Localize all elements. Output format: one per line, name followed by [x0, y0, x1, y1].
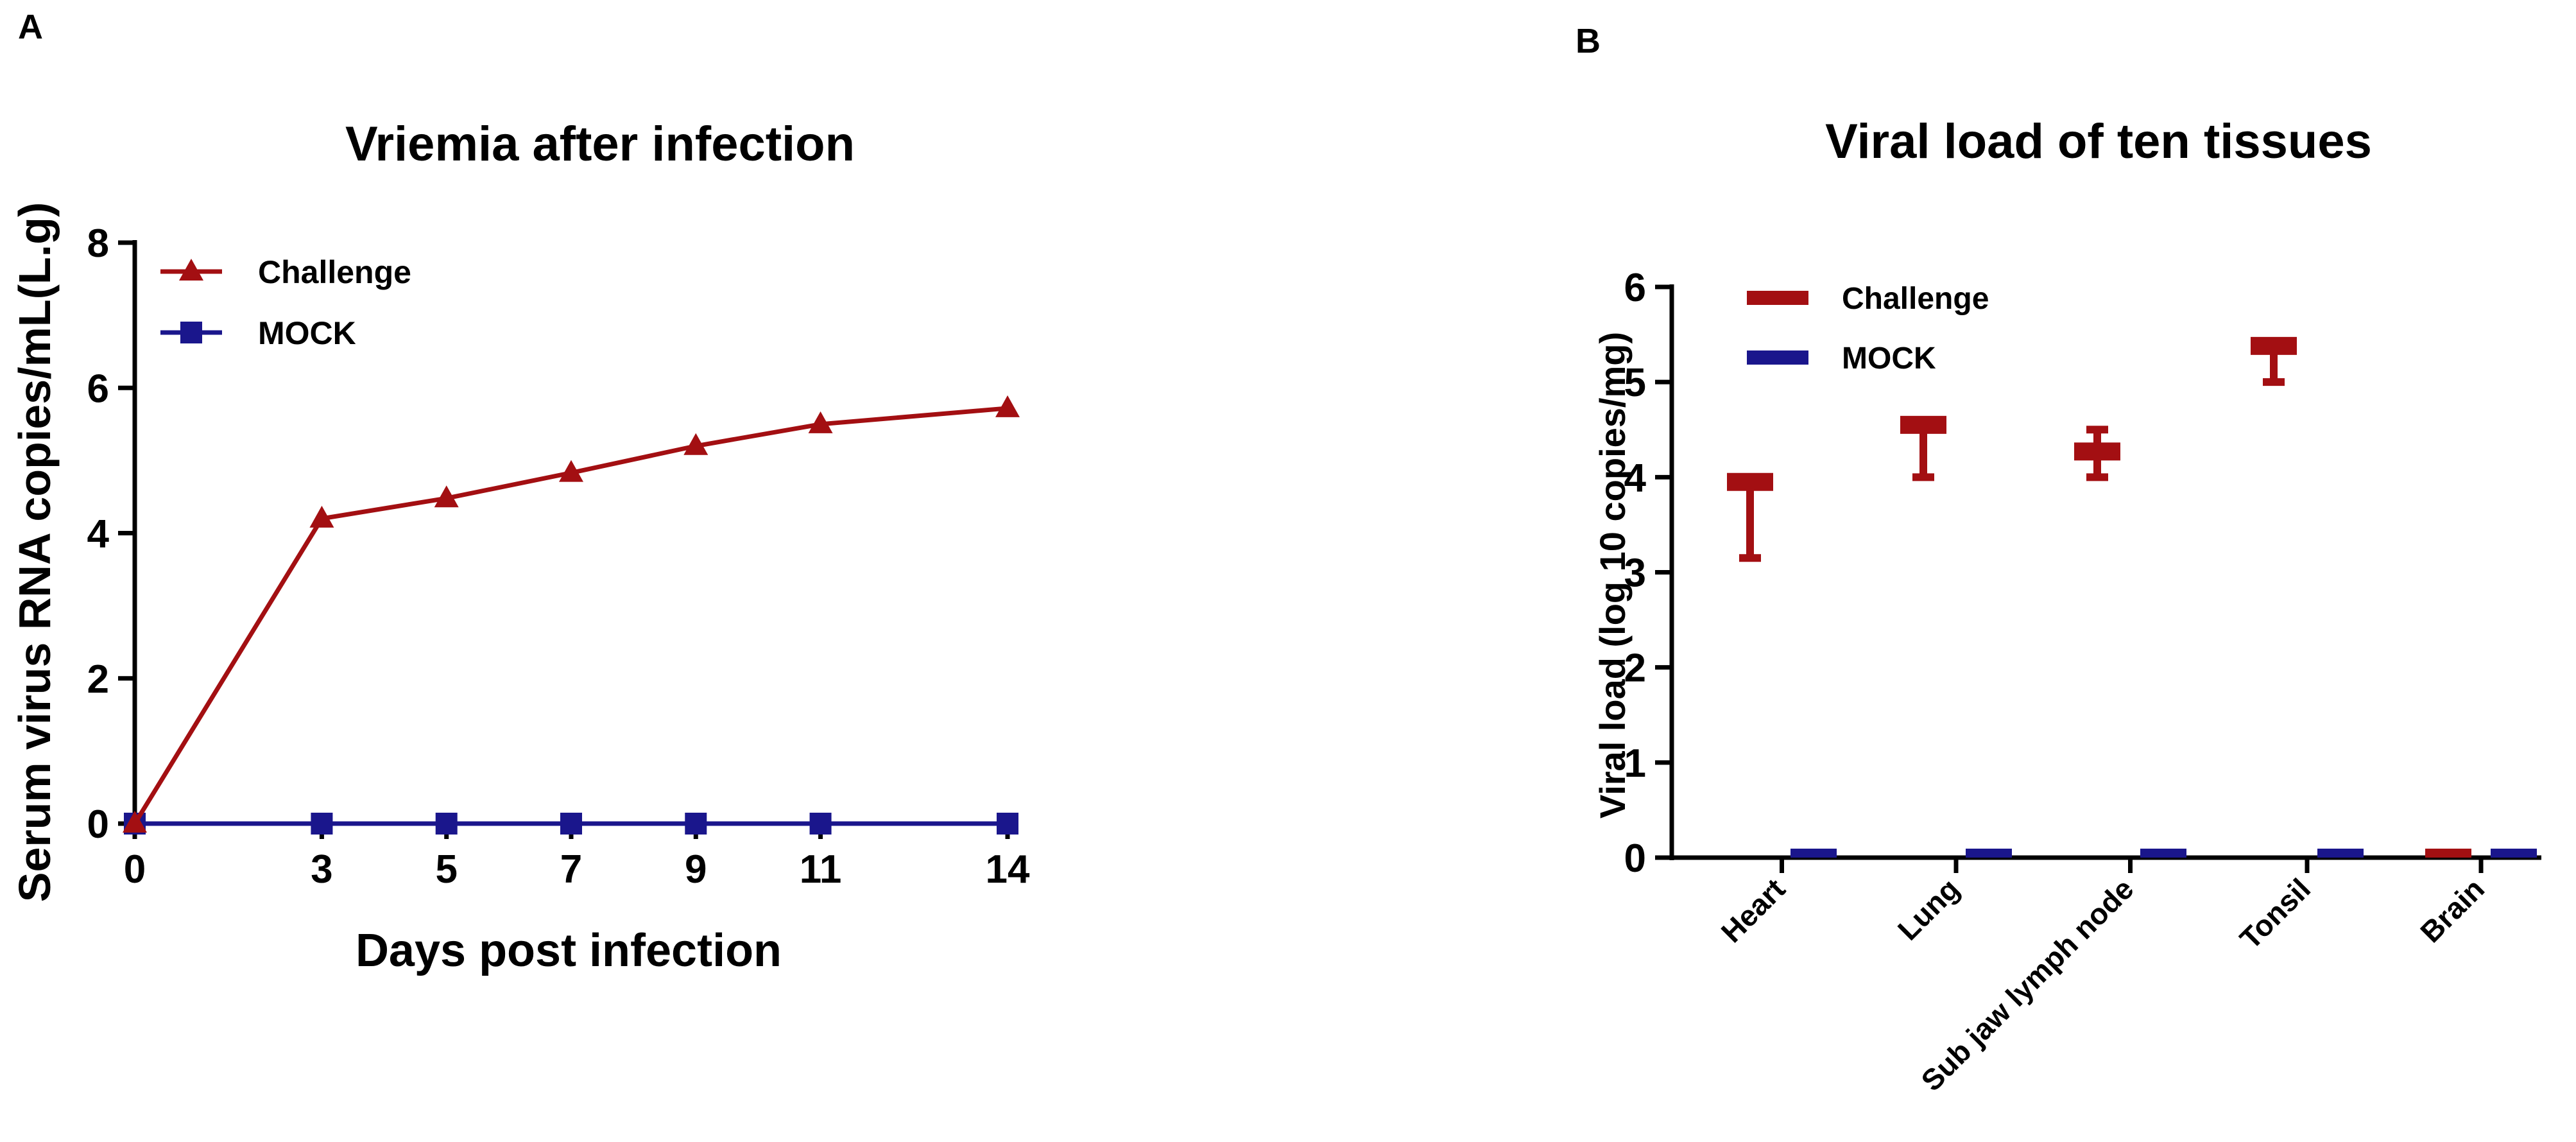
panel-b-x-tick-label: Heart — [1715, 872, 1792, 949]
panel-a-plot-marks — [123, 395, 1020, 835]
panel-a-y-tick-label: 0 — [87, 802, 109, 847]
panel-a-axes: 0 2 4 6 8 0 3 5 7 9 11 14 — [87, 221, 1030, 892]
panel-a-y-tick-label: 6 — [87, 367, 109, 411]
legend-mock-marker — [180, 322, 202, 343]
panel-a-mock-point — [685, 813, 707, 835]
panel-b-y-axis-label: Viral load (log 10 copies/mg) — [1592, 332, 1633, 818]
mock-bar — [1790, 849, 1837, 858]
panel-a-x-tick-label: 0 — [124, 847, 146, 892]
panel-b-x-tick-label: Lung — [1891, 872, 1966, 946]
panel-a-x-tick-label: 9 — [685, 847, 707, 892]
panel-b-x-tick-label: Tonsil — [2233, 872, 2317, 955]
panel-a-x-tick-label: 11 — [800, 847, 842, 892]
panel-b-y-tick-label: 2 — [1624, 646, 1646, 691]
panel-a-x-tick-label: 3 — [311, 847, 332, 892]
panel-a-letter: A — [18, 8, 43, 46]
legend-challenge-marker — [179, 259, 203, 281]
panel-a-challenge-point — [434, 485, 459, 508]
panel-b-y-tick-label: 6 — [1624, 266, 1646, 310]
legend-b-mock-swatch — [1747, 350, 1808, 365]
legend-b-challenge-label: Challenge — [1842, 282, 1989, 316]
panel-a-challenge-point — [995, 395, 1020, 417]
panel-a-mock-point — [435, 813, 458, 835]
panel-b-y-tick-label: 1 — [1624, 741, 1646, 786]
panel-a-mock-point — [997, 813, 1018, 835]
panel-b-y-tick-label: 5 — [1624, 361, 1646, 405]
mock-bar — [2491, 849, 2537, 858]
panel-b-x-tick-label: Brain — [2414, 872, 2491, 949]
panel-a-challenge-point — [123, 811, 147, 833]
panel-a-challenge-point — [559, 460, 583, 482]
panel-a-challenge-point — [683, 433, 708, 455]
panel-a: A Vriemia after infection Days post infe… — [10, 8, 1030, 976]
mock-bar — [2317, 849, 2364, 858]
challenge-bar — [1727, 472, 1773, 491]
challenge-bar — [2251, 336, 2297, 355]
panel-a-title: Vriemia after infection — [345, 117, 855, 171]
panel-b-y-tick-label: 0 — [1624, 836, 1646, 881]
challenge-bar — [1900, 415, 1946, 434]
challenge-bar — [2074, 442, 2120, 461]
panel-a-challenge-point — [309, 505, 334, 528]
panel-b-letter: B — [1576, 22, 1601, 60]
panel-b-legend: Challenge MOCK — [1747, 282, 1989, 376]
mock-bar — [1966, 849, 2012, 858]
panel-a-x-tick-label: 14 — [986, 847, 1030, 892]
panel-a-mock-point — [560, 813, 582, 835]
legend-b-mock-label: MOCK — [1842, 342, 1936, 376]
legend-b-challenge-swatch — [1747, 291, 1808, 305]
panel-b-y-tick-label: 4 — [1624, 456, 1647, 500]
panel-a-mock-point — [809, 813, 832, 835]
panel-a-x-tick-label: 7 — [560, 847, 582, 892]
panel-a-y-tick-label: 8 — [87, 221, 109, 266]
panel-b-plot-marks — [1727, 336, 2537, 858]
panel-a-x-tick-label: 5 — [435, 847, 457, 892]
panel-b-title: Viral load of ten tissues — [1825, 114, 2372, 169]
panel-a-legend: Challenge MOCK — [160, 254, 411, 351]
panel-a-y-tick-label: 2 — [87, 657, 109, 702]
panel-a-y-axis-label: Serum virus RNA copies/mL(L.g) — [10, 202, 60, 902]
panel-a-mock-point — [311, 813, 333, 835]
panel-a-x-axis-label: Days post infection — [356, 925, 782, 976]
panel-b-y-tick-label: 3 — [1624, 551, 1646, 596]
challenge-bar — [2425, 849, 2471, 858]
panel-a-y-tick-label: 4 — [87, 512, 110, 557]
panel-a-challenge-point — [808, 411, 833, 433]
panel-b: B Viral load of ten tissues Viral load (… — [1576, 22, 2541, 1098]
legend-mock-label: MOCK — [258, 315, 356, 351]
mock-bar — [2140, 849, 2186, 858]
legend-challenge-label: Challenge — [258, 254, 411, 290]
